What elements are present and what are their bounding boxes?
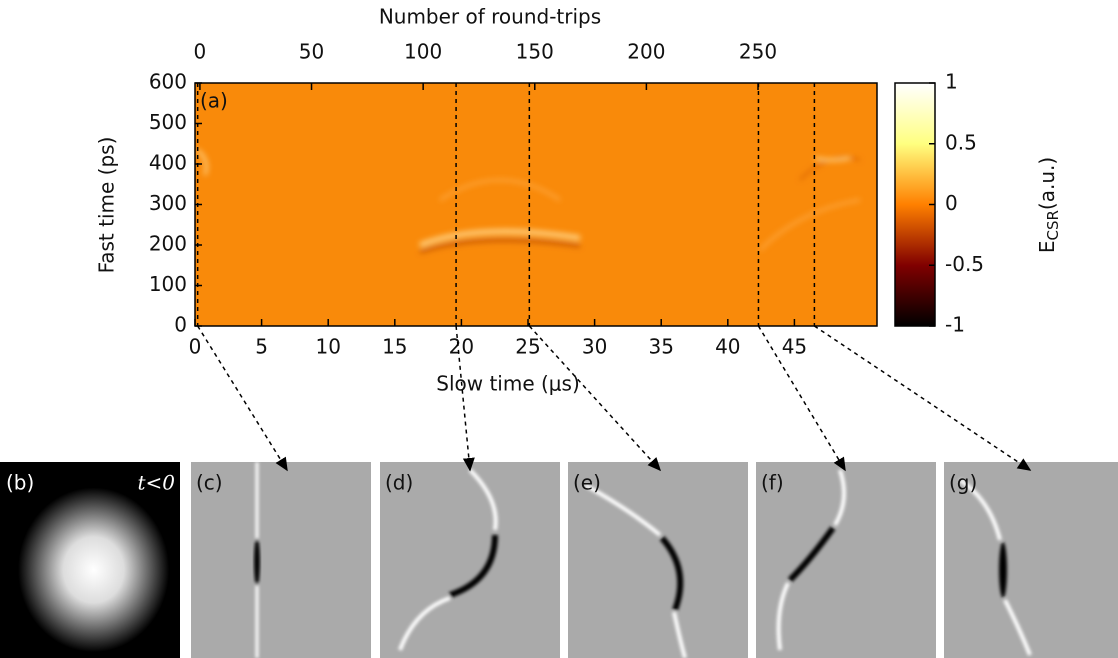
- x2-tick-label: 50: [299, 40, 324, 64]
- panel-label: (d): [385, 471, 413, 495]
- colorbar-tick-label: 1: [945, 70, 958, 94]
- x2-tick-label: 100: [404, 40, 442, 64]
- panel-label: (a): [200, 89, 228, 113]
- colorbar-title-sub: CSR: [1044, 210, 1062, 240]
- panel-label: (e): [573, 471, 601, 495]
- panel-label: (b): [6, 471, 34, 495]
- y-tick-label: 300: [149, 191, 187, 215]
- colorbar-title-unit: (a.u.): [1035, 157, 1059, 210]
- x2-tick-label: 250: [739, 40, 777, 64]
- marker-arrow: [813, 325, 1032, 471]
- marker-arrow: [455, 325, 475, 472]
- x-tick-label: 10: [315, 335, 340, 359]
- marker-arrow: [528, 325, 662, 472]
- y-tick-label: 500: [149, 110, 187, 134]
- x2-tick-label: 200: [627, 40, 665, 64]
- x-tick-label: 0: [189, 335, 202, 359]
- colorbar-tick-label: -0.5: [945, 252, 984, 276]
- x-tick-label: 30: [582, 335, 607, 359]
- x-tick-label: 5: [255, 335, 268, 359]
- x-axis-title: Slow time (μs): [436, 372, 580, 396]
- panel-c: [191, 462, 371, 658]
- colorbar-title-main: E: [1035, 241, 1059, 254]
- x2-tick-label: 150: [516, 40, 554, 64]
- heatmap: [195, 83, 877, 326]
- panel-label: (g): [949, 471, 977, 495]
- colorbar-tick-label: -1: [945, 313, 965, 337]
- colorbar-tick-label: 0: [945, 191, 958, 215]
- x-tick-label: 20: [449, 335, 474, 359]
- panel-note: t<0: [137, 471, 175, 495]
- colorbar-tick-label: 0.5: [945, 130, 977, 154]
- panel-b: [0, 462, 180, 658]
- y-tick-label: 100: [149, 272, 187, 296]
- y-tick-label: 0: [174, 313, 187, 337]
- panel-d: [380, 462, 560, 658]
- x-tick-label: 15: [382, 335, 407, 359]
- x-tick-label: 35: [648, 335, 673, 359]
- y-axis-title: Fast time (ps): [95, 137, 119, 274]
- y-tick-label: 200: [149, 232, 187, 256]
- x-tick-label: 40: [715, 335, 740, 359]
- panel-label: (f): [761, 471, 784, 495]
- y-tick-label: 400: [149, 151, 187, 175]
- x-tick-label: 25: [515, 335, 540, 359]
- marker-arrow: [197, 325, 288, 472]
- x-tick-label: 45: [782, 335, 807, 359]
- y-tick-label: 600: [149, 70, 187, 94]
- panel-f: [756, 462, 936, 658]
- panel-label: (c): [196, 471, 223, 495]
- colorbar: [894, 82, 936, 327]
- x2-tick-label: 0: [194, 40, 207, 64]
- colorbar-title: ECSR(a.u.): [1035, 157, 1062, 253]
- panel-g: [944, 462, 1118, 658]
- x2-axis-title: Number of round-trips: [379, 5, 601, 29]
- panel-e: [568, 462, 748, 658]
